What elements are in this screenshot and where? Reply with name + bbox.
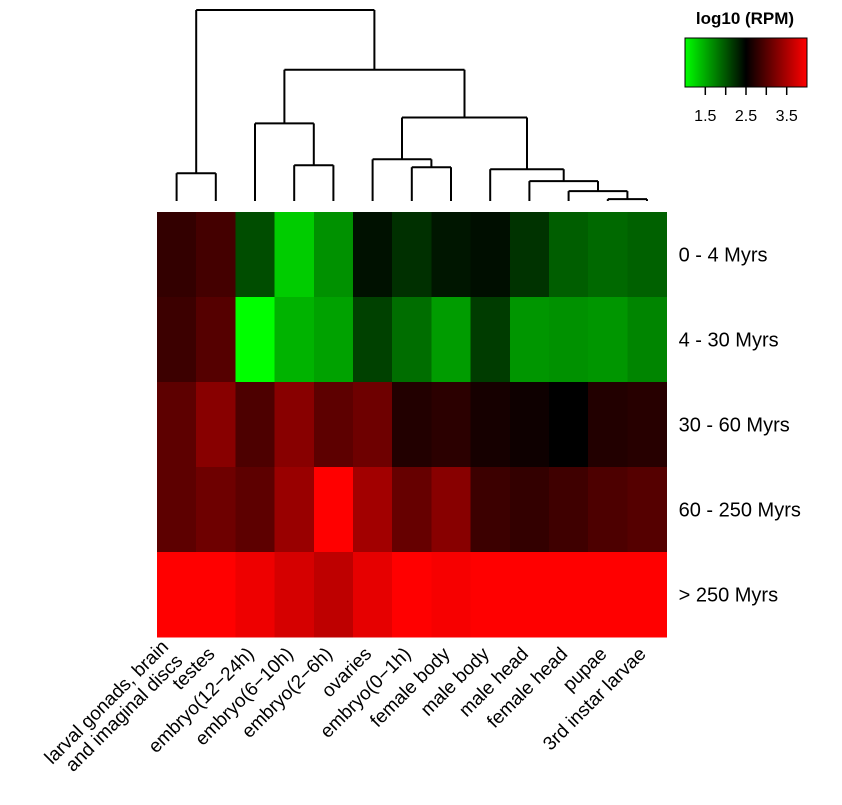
heatmap-cell	[196, 552, 236, 638]
heatmap-cell	[549, 467, 589, 553]
heatmap-cell	[157, 382, 197, 468]
heatmap-cell	[313, 552, 354, 638]
heatmap-cells	[157, 212, 668, 638]
heatmap-cell	[549, 297, 589, 383]
heatmap-cell	[431, 552, 472, 638]
heatmap-cell	[509, 552, 550, 638]
heatmap-cell	[157, 212, 197, 298]
heatmap-cell	[196, 297, 236, 383]
heatmap-cell	[470, 212, 511, 298]
heatmap-cell	[274, 382, 315, 468]
heatmap-cell	[392, 552, 432, 638]
heatmap-cell	[157, 297, 197, 383]
heatmap-cell	[431, 467, 472, 553]
heatmap-cell	[431, 382, 472, 468]
column-dendrogram	[175, 9, 648, 201]
heatmap-cell	[627, 467, 668, 553]
heatmap-cell	[509, 382, 550, 468]
heatmap-cell	[235, 552, 276, 638]
heatmap-cell	[235, 467, 276, 553]
heatmap-cell	[353, 467, 393, 553]
heatmap-cell	[196, 467, 236, 553]
heatmap-cell	[431, 212, 472, 298]
heatmap-cell	[392, 467, 432, 553]
row-label: 4 - 30 Myrs	[679, 330, 779, 352]
heatmap-cell	[235, 382, 276, 468]
heatmap-cell	[392, 212, 432, 298]
row-label: 60 - 250 Myrs	[679, 500, 801, 522]
row-label: 30 - 60 Myrs	[679, 415, 790, 437]
heatmap-cell	[274, 552, 315, 638]
color-key-ticks: 1.5 2.5 3.5	[694, 87, 798, 125]
color-key: log10 (RPM) 1.5 2.5 3.5	[684, 9, 808, 125]
heatmap-cell	[549, 552, 589, 638]
heatmap-cell	[588, 382, 628, 468]
heatmap-cell	[470, 382, 511, 468]
heatmap-cell	[588, 467, 628, 553]
heatmap-cell	[627, 382, 668, 468]
heatmap-cell	[313, 467, 354, 553]
heatmap-cell	[157, 552, 197, 638]
heatmap-cell	[627, 552, 668, 638]
heatmap-cell	[509, 297, 550, 383]
color-key-title: log10 (RPM)	[696, 9, 794, 28]
heatmap-cell	[157, 467, 197, 553]
heatmap-cell	[392, 382, 432, 468]
heatmap-cell	[509, 212, 550, 298]
heatmap-cell	[274, 297, 315, 383]
heatmap-cell	[353, 552, 393, 638]
heatmap-cell	[313, 382, 354, 468]
heatmap-cell	[470, 297, 511, 383]
color-key-gradient	[684, 37, 808, 88]
row-label: > 250 Myrs	[679, 585, 778, 607]
heatmap-cell	[627, 212, 668, 298]
heatmap-cell	[313, 212, 354, 298]
row-label: 0 - 4 Myrs	[679, 245, 768, 267]
heatmap-cell	[588, 212, 628, 298]
heatmap-cell	[627, 297, 668, 383]
color-key-tick-label: 2.5	[735, 108, 757, 125]
heatmap-cell	[549, 212, 589, 298]
heatmap-cell	[274, 212, 315, 298]
heatmap-cell	[470, 552, 511, 638]
heatmap-cell	[353, 297, 393, 383]
heatmap-cell	[588, 552, 628, 638]
color-key-tick-label: 1.5	[694, 108, 716, 125]
heatmap-cell	[196, 382, 236, 468]
heatmap-cell	[274, 467, 315, 553]
heatmap-cell	[313, 297, 354, 383]
heatmap-cell	[470, 467, 511, 553]
row-labels: 0 - 4 Myrs 4 - 30 Myrs 30 - 60 Myrs 60 - 25…	[679, 245, 801, 607]
heatmap-cell	[588, 297, 628, 383]
heatmap-cell	[353, 212, 393, 298]
heatmap-cell	[392, 297, 432, 383]
heatmap-cell	[431, 297, 472, 383]
heatmap-cell	[353, 382, 393, 468]
heatmap-cell	[196, 212, 236, 298]
color-key-tick-label: 3.5	[776, 108, 798, 125]
heatmap-cell	[235, 297, 276, 383]
heatmap-cell	[509, 467, 550, 553]
heatmap-cell	[235, 212, 276, 298]
heatmap-cell	[549, 382, 589, 468]
